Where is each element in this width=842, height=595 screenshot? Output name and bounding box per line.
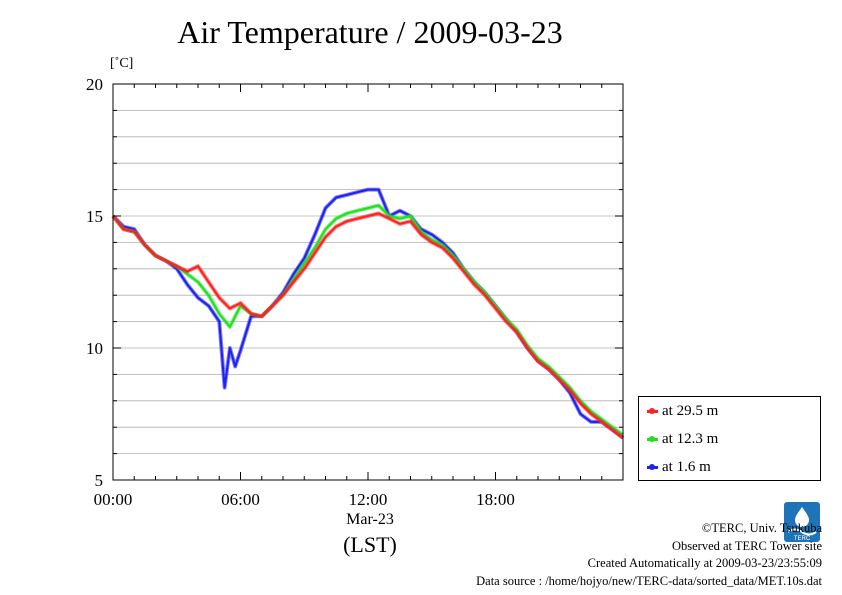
legend-label-1m: at 1.6 m (662, 458, 711, 475)
y-tick-label: 5 (95, 471, 104, 490)
series-lines (111, 187, 625, 440)
copyright-text: ©TERC, Univ. Tsukuba (701, 521, 822, 535)
credits: ©TERC, Univ. Tsukuba Observed at TERC To… (476, 520, 822, 590)
legend-item-1m: at 1.6 m (647, 457, 711, 477)
grid-lines (113, 110, 623, 455)
x-date-label: Mar-23 (346, 511, 394, 528)
series-line-29m (112, 212, 624, 439)
legend-item-29m: at 29.5 m (647, 401, 718, 421)
x-tick-label: 12:00 (349, 490, 388, 509)
y-tick-label: 15 (86, 207, 103, 226)
legend-swatch-1m (647, 463, 658, 470)
plot-frame (112, 83, 624, 481)
observed-text: Observed at TERC Tower site (671, 538, 822, 553)
x-tick-label: 18:00 (476, 490, 515, 509)
x-axis-label: (LST) (343, 532, 397, 557)
legend-swatch-29m (647, 407, 658, 414)
axis-tick-labels: 5 10 15 20 00:00 06:00 12:00 18:00 (86, 75, 515, 509)
axis-ticks (112, 83, 624, 481)
terc-logo: TERC (784, 502, 820, 542)
chart-title: Air Temperature / 2009-03-23 (177, 14, 563, 50)
series-line-29m-halo (111, 211, 625, 440)
legend-swatch-12m (647, 435, 658, 442)
legend-item-12m: at 12.3 m (647, 429, 718, 449)
x-tick-label: 06:00 (221, 490, 260, 509)
legend: at 29.5 m at 12.3 m at 1.6 m (638, 396, 821, 481)
y-tick-label: 20 (86, 75, 103, 94)
created-text: Created Automatically at 2009-03-23/23:5… (587, 556, 822, 570)
y-tick-label: 10 (86, 339, 103, 358)
logo-text: TERC (794, 536, 811, 542)
y-unit-label: [˚C] (110, 56, 134, 71)
source-text: Data source : /home/hojyo/new/TERC-data/… (476, 573, 822, 588)
legend-label-12m: at 12.3 m (662, 430, 719, 447)
x-tick-label: 00:00 (94, 490, 133, 509)
legend-label-29m: at 29.5 m (662, 402, 719, 419)
